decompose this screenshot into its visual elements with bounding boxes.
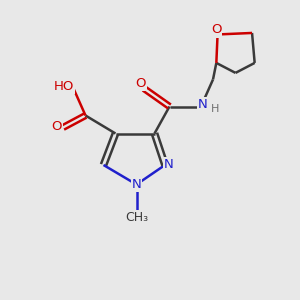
Text: O: O bbox=[211, 23, 221, 37]
Text: H: H bbox=[211, 104, 220, 114]
Text: HO: HO bbox=[54, 80, 74, 93]
Text: O: O bbox=[51, 119, 62, 133]
Text: O: O bbox=[136, 76, 146, 90]
Text: CH₃: CH₃ bbox=[125, 211, 148, 224]
Text: N: N bbox=[132, 178, 141, 191]
Text: N: N bbox=[198, 98, 207, 112]
Text: N: N bbox=[164, 158, 173, 172]
